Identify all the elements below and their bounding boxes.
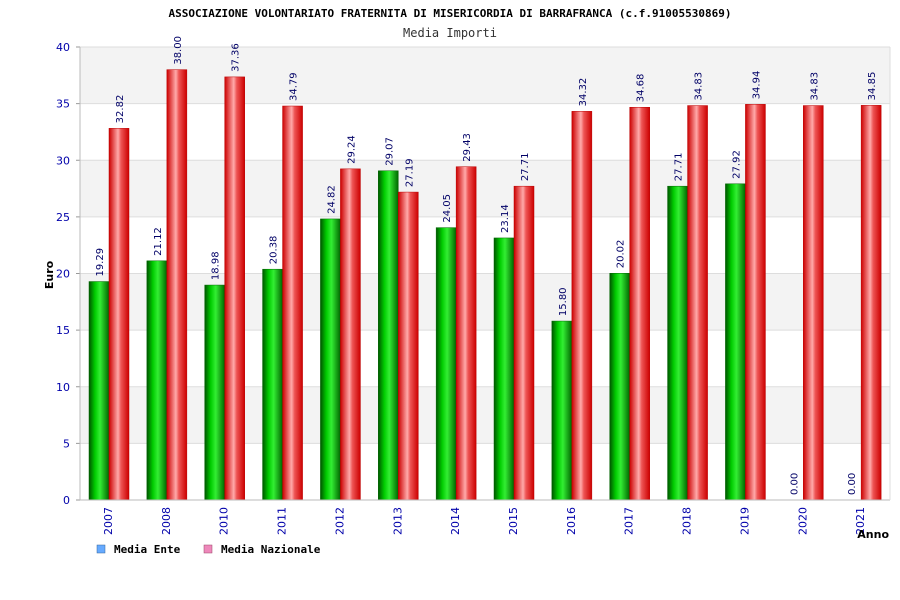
bar-media-nazionale — [803, 105, 824, 501]
value-label-media-nazionale: 34.85 — [867, 72, 878, 101]
bar-media-ente — [204, 284, 225, 501]
bar-media-nazionale — [166, 69, 188, 501]
value-labels: 19.29 32.82 21.12 38.00 18.98 37.36 20.38 34.79… — [95, 36, 878, 495]
legend-swatch-media-ente — [96, 544, 106, 554]
value-label-media-ente: 27.71 — [674, 153, 685, 182]
value-label-media-ente: 24.82 — [326, 185, 337, 214]
bar-media-nazionale — [629, 106, 650, 501]
x-tick-label: 2010 — [218, 507, 231, 535]
bar-media-nazionale — [224, 76, 245, 501]
x-tick-label: 2008 — [160, 507, 173, 535]
plot-band — [80, 330, 890, 387]
x-tick-label: 2017 — [623, 507, 636, 535]
bar-media-nazionale — [340, 168, 361, 501]
bar-media-ente — [320, 218, 341, 501]
y-tick-label: 0 — [63, 494, 70, 507]
bar-media-nazionale — [282, 105, 303, 501]
x-tick-label: 2007 — [102, 507, 115, 535]
value-label-media-ente: 21.12 — [153, 227, 164, 256]
y-tick-label: 35 — [56, 98, 70, 111]
plot-band — [80, 386, 890, 444]
value-label-media-ente: 23.14 — [500, 204, 511, 233]
value-label-media-nazionale: 34.79 — [289, 72, 300, 101]
y-axis-label: Euro — [43, 260, 56, 289]
bar-media-ente — [378, 170, 399, 501]
plot-band — [80, 160, 890, 217]
legend-label-media-ente: Media Ente — [114, 543, 181, 556]
value-label-media-ente: 20.38 — [269, 236, 280, 265]
y-tick-label: 25 — [56, 211, 70, 224]
bar-media-ente — [146, 260, 168, 501]
y-tick-label: 5 — [63, 437, 70, 450]
x-tick-label: 2013 — [391, 507, 404, 535]
value-label-media-nazionale: 32.82 — [115, 95, 126, 124]
value-label-media-nazionale: 27.71 — [520, 153, 531, 182]
y-tick-label: 15 — [56, 324, 70, 337]
legend-swatch-media-nazionale — [203, 544, 213, 554]
x-tick-label: 2015 — [507, 507, 520, 535]
x-axis-label: Anno — [857, 528, 889, 541]
legend: Media Ente Media Nazionale — [96, 543, 321, 556]
bar-media-ente — [88, 281, 110, 501]
y-tick-label: 20 — [56, 268, 70, 281]
plot-band — [80, 443, 890, 500]
bar-media-ente — [493, 237, 515, 501]
bar-media-nazionale — [455, 166, 477, 501]
value-label-media-ente: 24.05 — [442, 194, 453, 223]
x-tick-label: 2021 — [854, 507, 867, 535]
x-tick-label: 2019 — [738, 507, 751, 535]
bar-media-ente — [551, 320, 573, 501]
value-label-media-ente: 27.92 — [731, 150, 742, 179]
plot-band — [80, 103, 890, 161]
plot-band — [80, 47, 890, 104]
y-tick-label: 30 — [56, 154, 70, 167]
x-tick-label: 2016 — [565, 507, 578, 535]
value-label-media-ente: 29.07 — [384, 137, 395, 166]
x-tick-label: 2012 — [333, 507, 346, 535]
bar-media-nazionale — [687, 105, 708, 501]
bars — [88, 69, 882, 501]
value-label-media-nazionale: 27.19 — [404, 158, 415, 187]
value-label-media-nazionale: 34.32 — [578, 78, 589, 107]
plot-band — [80, 216, 890, 274]
value-label-media-ente: 15.80 — [558, 287, 569, 316]
bar-media-ente — [609, 273, 630, 501]
y-tick-label: 10 — [56, 381, 70, 394]
value-label-media-nazionale: 34.83 — [809, 72, 820, 101]
value-label-media-nazionale: 37.36 — [231, 43, 242, 72]
value-label-media-ente: 18.98 — [211, 251, 222, 280]
chart-title: ASSOCIAZIONE VOLONTARIATO FRATERNITA DI … — [169, 7, 732, 20]
plot-band — [80, 273, 890, 331]
legend-label-media-nazionale: Media Nazionale — [221, 543, 321, 556]
x-tick-label: 2018 — [681, 507, 694, 535]
value-label-media-nazionale: 29.43 — [462, 133, 473, 162]
bar-media-ente — [725, 183, 746, 501]
axes: 0 5 10 15 20 25 30 35 40 2007 2008 2010 2011 2012 2013… — [56, 41, 891, 535]
value-label-media-ente: 20.02 — [616, 240, 627, 269]
y-tick-label: 40 — [56, 41, 70, 54]
chart-subtitle: Media Importi — [403, 26, 497, 40]
value-label-media-nazionale: 34.68 — [636, 74, 647, 103]
value-label-media-ente: 19.29 — [95, 248, 106, 277]
value-label-media-nazionale: 38.00 — [173, 36, 184, 65]
bar-media-nazionale — [860, 105, 882, 501]
value-label-media-ente: 0.00 — [847, 473, 858, 495]
bar-media-nazionale — [745, 104, 766, 501]
bar-media-nazionale — [571, 111, 593, 501]
x-tick-label: 2011 — [276, 507, 289, 535]
bar-media-ente — [262, 268, 283, 501]
value-label-media-nazionale: 29.24 — [346, 135, 357, 164]
value-label-media-ente: 0.00 — [789, 473, 800, 495]
x-tick-label: 2020 — [796, 507, 809, 535]
bar-media-nazionale — [108, 128, 130, 501]
bar-media-ente — [667, 185, 688, 501]
value-label-media-nazionale: 34.83 — [694, 72, 705, 101]
bar-media-nazionale — [513, 185, 535, 501]
bar-media-nazionale — [398, 191, 419, 501]
value-label-media-nazionale: 34.94 — [751, 71, 762, 100]
x-tick-label: 2014 — [449, 507, 462, 535]
bar-media-ente — [435, 227, 457, 501]
